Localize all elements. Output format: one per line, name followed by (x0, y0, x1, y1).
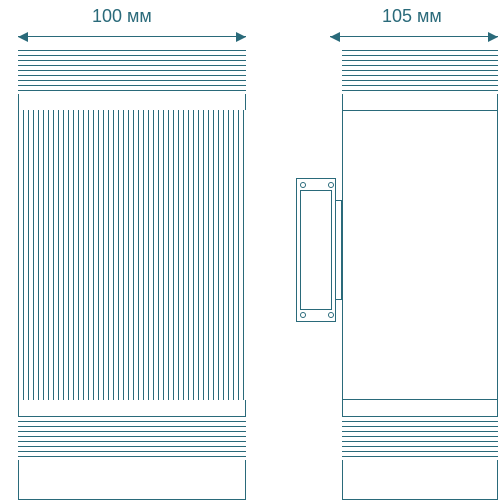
screw-icon (300, 312, 306, 318)
dimension-arrow-left (18, 36, 246, 37)
dimension-label-left: 100 мм (92, 6, 152, 27)
screw-icon (328, 182, 334, 188)
side-bottom-band (342, 416, 498, 460)
side-top-band (342, 50, 498, 94)
screw-icon (300, 182, 306, 188)
junction-box-inner (300, 190, 332, 310)
front-mid-band (18, 110, 246, 400)
front-top-band (18, 50, 246, 94)
technical-drawing: { "meta": { "type": "technical-drawing",… (0, 0, 500, 500)
dimension-arrow-right (330, 36, 498, 37)
side-mid-panel (342, 110, 498, 400)
screw-icon (328, 312, 334, 318)
front-bottom-band (18, 416, 246, 460)
dimension-label-right: 105 мм (382, 6, 442, 27)
